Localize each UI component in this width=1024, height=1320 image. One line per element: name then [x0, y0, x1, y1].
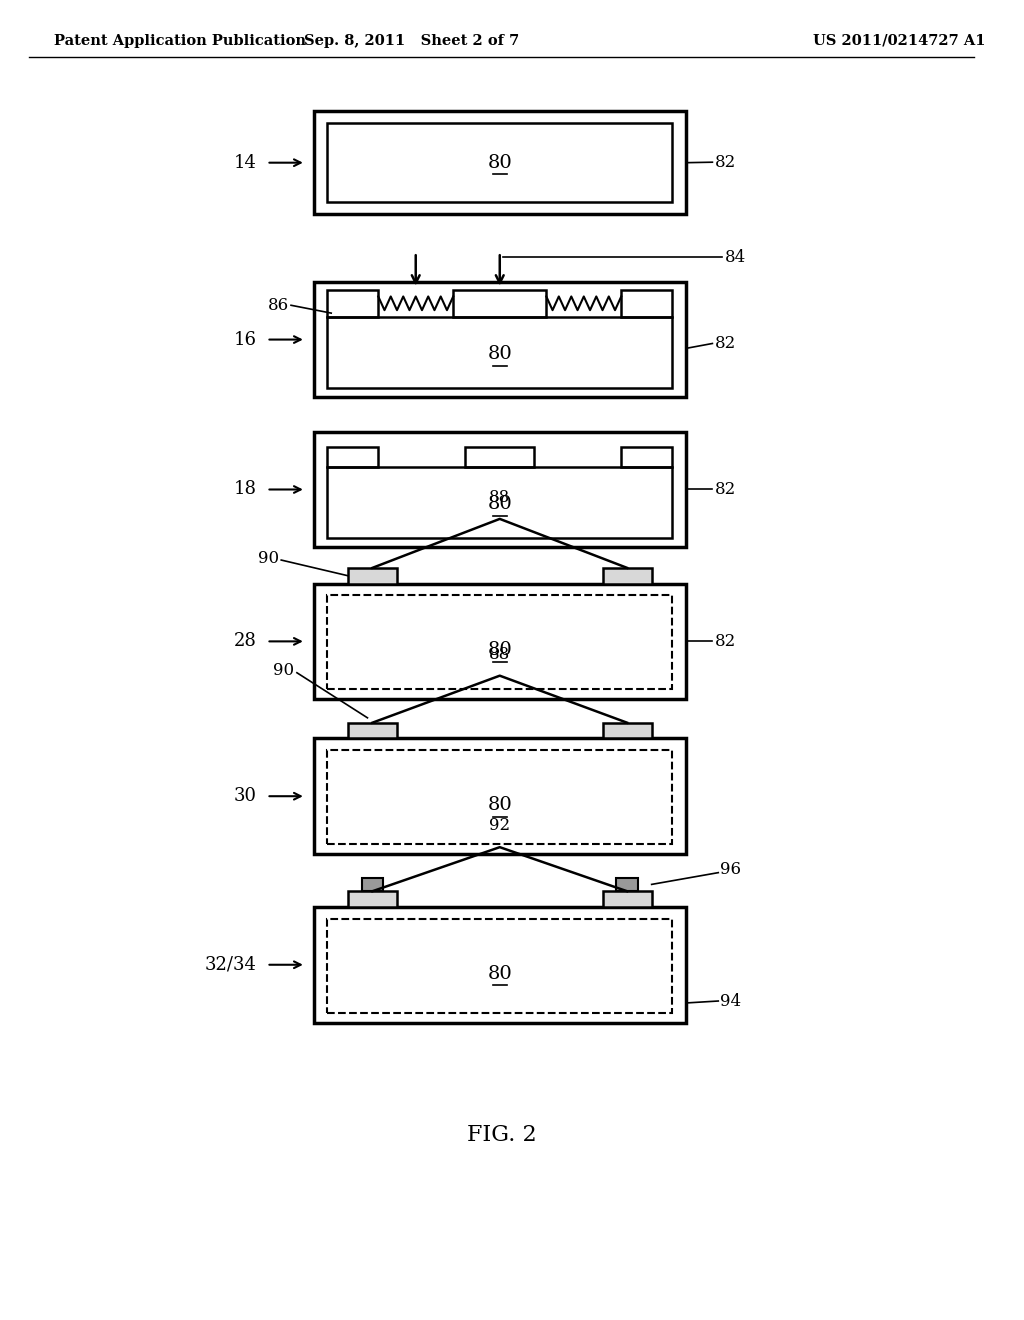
Text: 94: 94 — [720, 993, 741, 1010]
Bar — [328, 317, 672, 388]
Text: FIG. 2: FIG. 2 — [467, 1125, 537, 1146]
Bar — [348, 723, 397, 738]
Text: 80: 80 — [487, 796, 512, 814]
Bar — [361, 878, 383, 891]
Text: 84: 84 — [725, 248, 746, 265]
Text: 90: 90 — [258, 549, 280, 566]
Bar — [328, 750, 672, 845]
Bar — [313, 738, 686, 854]
Text: 88: 88 — [489, 488, 510, 506]
Text: 16: 16 — [233, 330, 257, 348]
Bar — [454, 289, 547, 317]
Bar — [622, 447, 672, 467]
Text: 80: 80 — [487, 642, 512, 659]
Text: 28: 28 — [233, 632, 257, 651]
Text: 90: 90 — [272, 663, 294, 680]
Text: 80: 80 — [487, 346, 512, 363]
Text: 30: 30 — [233, 787, 257, 805]
Bar — [622, 289, 672, 317]
Bar — [328, 447, 378, 467]
Text: 80: 80 — [487, 965, 512, 982]
Bar — [328, 919, 672, 1012]
Text: 82: 82 — [716, 480, 736, 498]
Text: 92: 92 — [489, 817, 510, 834]
Text: 82: 82 — [716, 632, 736, 649]
Text: 86: 86 — [268, 297, 289, 314]
Text: Sep. 8, 2011   Sheet 2 of 7: Sep. 8, 2011 Sheet 2 of 7 — [304, 34, 519, 48]
Bar — [603, 891, 651, 907]
Text: 88: 88 — [489, 645, 510, 663]
Text: 14: 14 — [233, 153, 257, 172]
Bar — [313, 583, 686, 700]
Bar — [313, 907, 686, 1023]
Bar — [466, 447, 535, 467]
Text: 82: 82 — [716, 335, 736, 352]
Bar — [603, 568, 651, 583]
Bar — [616, 878, 638, 891]
Text: Patent Application Publication: Patent Application Publication — [54, 34, 306, 48]
Text: 80: 80 — [487, 153, 512, 172]
Bar — [313, 432, 686, 548]
Bar — [328, 289, 378, 317]
Bar — [313, 111, 686, 214]
Text: 80: 80 — [487, 495, 512, 513]
Text: 96: 96 — [720, 861, 741, 878]
Text: 18: 18 — [233, 480, 257, 499]
Bar — [348, 891, 397, 907]
Text: 32/34: 32/34 — [205, 956, 257, 974]
Bar — [328, 595, 672, 689]
Text: 82: 82 — [716, 153, 736, 170]
Bar — [313, 281, 686, 397]
Bar — [328, 123, 672, 202]
Bar — [603, 723, 651, 738]
Bar — [348, 568, 397, 583]
Text: US 2011/0214727 A1: US 2011/0214727 A1 — [813, 34, 986, 48]
Bar — [328, 467, 672, 537]
